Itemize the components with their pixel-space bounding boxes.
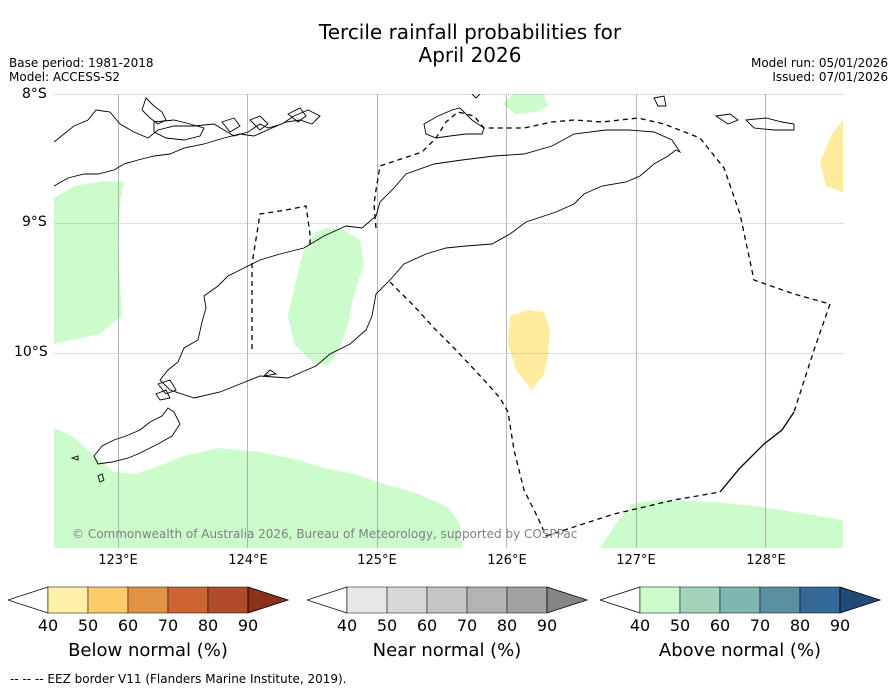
near-tick-50: 50: [376, 616, 398, 635]
above-tick-40: 40: [629, 616, 651, 635]
near-normal-title: Near normal (%): [372, 640, 522, 661]
near-normal-high-extend: [546, 586, 589, 614]
lat-label-10s: 10°S: [14, 344, 48, 360]
below-cell-3: [167, 586, 209, 614]
above-normal-high-extend: [839, 586, 882, 614]
rote-coastline: [93, 407, 181, 465]
above-normal-low-extend: [600, 586, 641, 614]
title-line-1: Tercile rainfall probabilities for: [318, 20, 622, 44]
below-normal-region-east: [820, 120, 843, 192]
below-normal-region-central: [508, 310, 550, 390]
lon-label-125e: 125°E: [357, 553, 397, 568]
copyright-notice: © Commonwealth of Australia 2026, Bureau…: [72, 527, 577, 541]
above-normal-region-south: [54, 428, 462, 548]
below-cell-4: [207, 586, 249, 614]
issued-date: Issued: 07/01/2026: [772, 70, 888, 84]
model-label: Model: ACCESS-S2: [9, 70, 121, 84]
eez-border: [251, 111, 831, 537]
below-normal-low-extend: [8, 586, 49, 614]
gridlines: [54, 94, 843, 548]
above-normal-region-north: [502, 94, 548, 114]
above-tick-60: 60: [709, 616, 731, 635]
lon-label-127e: 127°E: [616, 553, 656, 568]
colorbar-near-normal: [307, 586, 589, 614]
below-tick-70: 70: [157, 616, 179, 635]
north-islands-coastline: [54, 109, 321, 187]
above-cell-2: [719, 586, 761, 614]
near-cell-3: [466, 586, 508, 614]
below-tick-60: 60: [117, 616, 139, 635]
above-cell-0: [639, 586, 681, 614]
wetar-coastline: [423, 107, 485, 139]
near-cell-1: [386, 586, 428, 614]
title-line-2: April 2026: [418, 43, 522, 67]
near-tick-60: 60: [416, 616, 438, 635]
near-tick-70: 70: [456, 616, 478, 635]
near-cell-0: [346, 586, 388, 614]
below-cell-0: [47, 586, 89, 614]
near-cell-2: [426, 586, 468, 614]
above-normal-region-west: [54, 181, 124, 344]
colorbar-above-normal: [600, 586, 882, 614]
model-run: Model run: 05/01/2026: [750, 56, 888, 70]
above-normal-region-southeast: [600, 500, 843, 548]
below-tick-40: 40: [37, 616, 59, 635]
below-normal-title: Below normal (%): [68, 640, 228, 661]
above-cell-1: [679, 586, 721, 614]
timor-coastline: [159, 129, 682, 399]
above-tick-70: 70: [749, 616, 771, 635]
lat-label-8s: 8°S: [22, 86, 47, 102]
below-cell-1: [87, 586, 129, 614]
colorbar-below-normal: [8, 586, 290, 614]
coastlines: [54, 94, 795, 483]
lat-label-9s: 9°S: [22, 214, 47, 230]
above-tick-90: 90: [829, 616, 851, 635]
below-tick-50: 50: [77, 616, 99, 635]
near-normal-low-extend: [307, 586, 348, 614]
below-normal-high-extend: [247, 586, 290, 614]
above-tick-50: 50: [669, 616, 691, 635]
above-cell-4: [799, 586, 841, 614]
near-tick-90: 90: [536, 616, 558, 635]
eez-border-note: -- -- -- EEZ border V11 (Flanders Marine…: [10, 672, 347, 686]
lon-label-123e: 123°E: [98, 553, 138, 568]
lon-label-126e: 126°E: [487, 553, 527, 568]
near-cell-4: [506, 586, 548, 614]
near-tick-40: 40: [336, 616, 358, 635]
above-normal-region-central: [288, 228, 364, 366]
lon-label-124e: 124°E: [228, 553, 268, 568]
eez-border-solid: [719, 411, 795, 493]
above-tick-80: 80: [789, 616, 811, 635]
above-cell-3: [759, 586, 801, 614]
below-cell-2: [127, 586, 169, 614]
below-tick-90: 90: [237, 616, 259, 635]
above-normal-title: Above normal (%): [658, 640, 822, 661]
lon-label-128e: 128°E: [746, 553, 786, 568]
base-period: Base period: 1981-2018: [9, 56, 154, 70]
below-tick-80: 80: [197, 616, 219, 635]
forecast-map: © Commonwealth of Australia 2026, Bureau…: [54, 94, 843, 548]
near-tick-80: 80: [496, 616, 518, 635]
